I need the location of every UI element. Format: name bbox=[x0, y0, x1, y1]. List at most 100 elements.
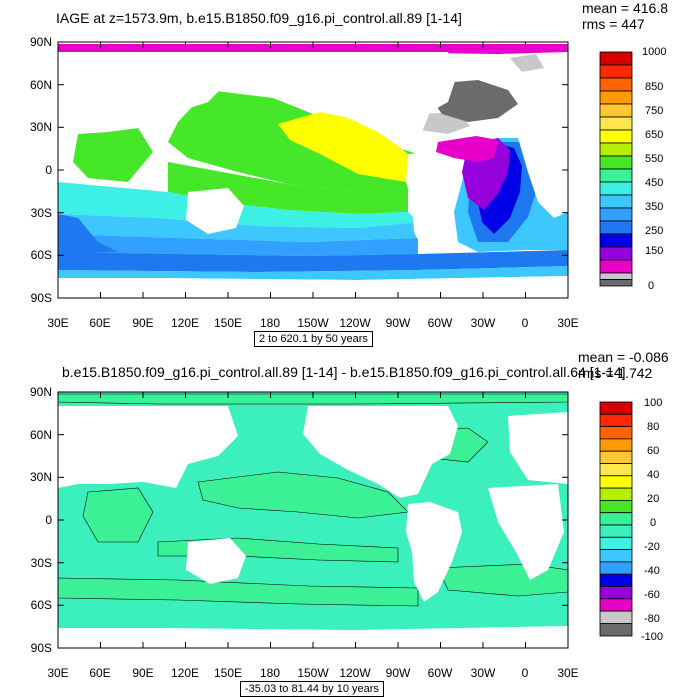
panel1-lat-label: 0 bbox=[45, 163, 52, 177]
panel2-lat-label: 90N bbox=[29, 385, 52, 399]
panel1-colorbar-label: 750 bbox=[645, 105, 664, 117]
panel2-south-green bbox=[57, 577, 419, 607]
panel2-lon-label: 30E bbox=[557, 666, 579, 680]
panel1-map bbox=[57, 41, 569, 299]
panel1-lon-label: 30E bbox=[47, 316, 69, 330]
panel2-mean: mean = -0.086 bbox=[578, 349, 669, 365]
panel2-colorbar-label: 20 bbox=[647, 493, 660, 505]
panel1-rms: rms = 447 bbox=[582, 16, 645, 32]
panel2-lon-label: 90W bbox=[385, 666, 411, 680]
panel2-colorbar-label: -40 bbox=[644, 565, 660, 577]
panel1-lon-label: 60E bbox=[89, 316, 111, 330]
panel2-lon-label: 0 bbox=[521, 666, 529, 680]
panel2-lon-label: 120W bbox=[339, 666, 371, 680]
panel1-land-asia bbox=[58, 52, 228, 138]
panel1-lon-label: 150W bbox=[297, 316, 329, 330]
panel2-land-australia bbox=[186, 538, 246, 584]
panel1-lon-label: 0 bbox=[521, 316, 529, 330]
panel1-colorbar bbox=[599, 51, 633, 287]
panel2-colorbar-label: 60 bbox=[647, 445, 660, 457]
panel2-colorbar-label: 80 bbox=[647, 421, 660, 433]
panel2-lon-label: 30W bbox=[470, 666, 496, 680]
panel2-land-north-america bbox=[303, 406, 458, 498]
panel1-lon-label: 30W bbox=[470, 316, 496, 330]
panel2-colorbar-boxes bbox=[599, 401, 633, 637]
panel2-lat-label: 90S bbox=[30, 641, 52, 655]
panel1-colorbar-label: 150 bbox=[645, 245, 664, 257]
panel2-ticks bbox=[58, 392, 568, 648]
panel2-colorbar-label: -100 bbox=[641, 631, 664, 643]
panel2-land-europe bbox=[508, 412, 568, 484]
panel2-rms: rms = 1.742 bbox=[578, 365, 653, 381]
panel2-land-africa bbox=[488, 484, 564, 580]
panel2-lon-label: 150E bbox=[213, 666, 243, 680]
panel1-lon-label: 30E bbox=[557, 316, 579, 330]
panel1-indian-green bbox=[73, 128, 153, 182]
panel1-southern-ocean-blue bbox=[58, 250, 568, 272]
panel2-pacific-green bbox=[197, 471, 409, 519]
panel1-colorbar-label: 650 bbox=[645, 129, 664, 141]
panel1-lon-label: 180 bbox=[259, 316, 281, 330]
panel2-colorbar bbox=[599, 401, 633, 637]
panel1-land-south-america bbox=[406, 152, 462, 252]
panel2-lon-label: 90E bbox=[132, 666, 154, 680]
panel2-lon-label: 150W bbox=[297, 666, 329, 680]
panel1-lat-label: 90S bbox=[30, 291, 52, 305]
panel2-lon-label: 30E bbox=[47, 666, 69, 680]
panel2-colorbar-label: 100 bbox=[644, 397, 663, 409]
panel1-lon-label: 60W bbox=[427, 316, 453, 330]
panel1-colorbar-label: 1000 bbox=[642, 46, 667, 58]
panel1-range-label: 2 to 620.1 by 50 years bbox=[254, 331, 373, 347]
panel2-lon-label: 60E bbox=[89, 666, 111, 680]
panel1-ticks bbox=[58, 41, 568, 298]
panel1-lat-label: 90N bbox=[29, 35, 52, 49]
panel2-colorbar-label: -20 bbox=[644, 541, 660, 553]
panel1-colorbar-label: 350 bbox=[645, 201, 664, 213]
panel1-colorbar-label: 250 bbox=[645, 225, 664, 237]
panel2-lat-label: 60S bbox=[30, 598, 52, 612]
panel1-colorbar-label: 550 bbox=[645, 153, 664, 165]
panel2-land-asia bbox=[58, 406, 238, 488]
panel2-colorbar-label: 40 bbox=[647, 469, 660, 481]
panel1-arctic-gray bbox=[510, 54, 544, 72]
panel1-title: IAGE at z=1573.9m, b.e15.B1850.f09_g16.p… bbox=[56, 10, 462, 26]
panel2-title: b.e15.B1850.f09_g16.pi_control.all.89 [1… bbox=[62, 364, 626, 380]
panel1-southern-ocean-light bbox=[58, 266, 568, 280]
panel1-colorbar-boxes bbox=[599, 51, 633, 287]
panel2-lon-label: 120E bbox=[170, 666, 200, 680]
panel1-colorbar-label: 850 bbox=[645, 81, 664, 93]
panel1-colorbar-label: 0 bbox=[648, 280, 655, 292]
panel1-lat-label: 30S bbox=[30, 206, 52, 220]
panel2-map bbox=[57, 391, 569, 649]
panel1-southern-lightblue bbox=[58, 214, 418, 242]
panel2-lon-label: 180 bbox=[259, 666, 281, 680]
panel2-land-south-america bbox=[406, 502, 462, 602]
panel1-lon-label: 120E bbox=[170, 316, 200, 330]
panel1-lon-label: 90W bbox=[385, 316, 411, 330]
panel1-lat-label: 60S bbox=[30, 248, 52, 262]
panel1-lat-label: 60N bbox=[29, 78, 52, 92]
panel1-nordic-darkgray bbox=[430, 80, 518, 122]
panel1-atlantic-magenta bbox=[436, 136, 498, 162]
panel2-lon-label: 60W bbox=[427, 666, 453, 680]
panel1-southern-darkblue bbox=[58, 214, 118, 254]
panel2-lat-label: 30S bbox=[30, 556, 52, 570]
panel2-colorbar-label: -60 bbox=[644, 589, 660, 601]
panel2-lat-label: 0 bbox=[45, 513, 52, 527]
panel1-mean: mean = 416.8 bbox=[582, 0, 669, 16]
panel1-lon-label: 120W bbox=[339, 316, 371, 330]
panel1-lon-label: 150E bbox=[213, 316, 243, 330]
panel1-lon-label: 90E bbox=[132, 316, 154, 330]
panel1-land-north-america bbox=[303, 52, 458, 146]
panel1-land-africa bbox=[518, 138, 568, 218]
panel2-colorbar-label: 0 bbox=[650, 517, 657, 529]
panel2-lat-label: 60N bbox=[29, 428, 52, 442]
panel2-range-label: -35.03 to 81.44 by 10 years bbox=[240, 681, 384, 697]
panel2-indian-green bbox=[82, 487, 154, 543]
panel1-north-pacific-yellow bbox=[278, 112, 408, 182]
panel1-colorbar-label: 450 bbox=[645, 177, 664, 189]
panel2-lat-label: 30N bbox=[29, 470, 52, 484]
panel1-land-europe bbox=[518, 68, 568, 138]
panel1-lat-label: 30N bbox=[29, 120, 52, 134]
panel1-southern-blue bbox=[58, 234, 418, 256]
